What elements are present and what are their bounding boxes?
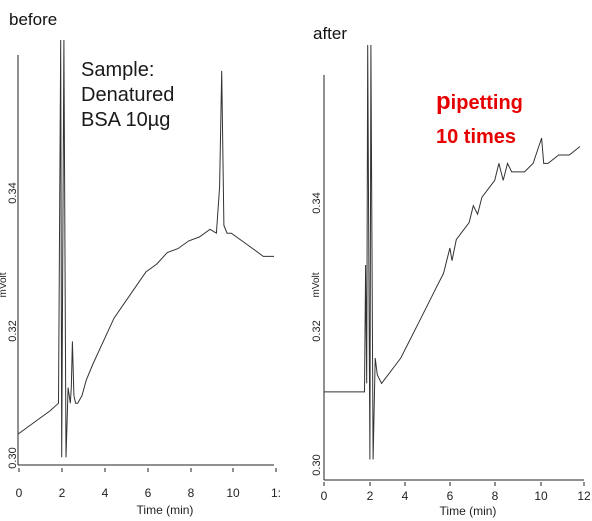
annotation-line: pipetting [436,85,523,120]
panel-title-after: after [313,24,348,43]
x-tick-label: 12 [577,489,591,503]
annotation-line: Denatured [81,84,175,106]
y-tick-label: 0.34 [7,182,19,203]
panel-title-before: before [9,10,58,29]
y-tick-label: 0.30 [7,447,19,468]
x-ticks: 0 2 4 6 8 10 1: [16,468,281,500]
y-ticks: 0.30 0.32 0.34 [311,192,323,475]
y-tick-label: 0.34 [311,192,323,213]
y-axis-label: mVolt [0,272,9,297]
x-tick-label: 2 [367,489,374,503]
annotation-line: BSA 10µg [81,109,171,131]
x-tick-label: 8 [188,486,195,500]
series-line [324,44,581,460]
annotation-line: 10 times [436,126,517,148]
y-ticks: 0.30 0.32 0.34 [7,182,19,468]
x-tick-label: 6 [447,489,454,503]
x-tick-label: 8 [492,489,499,503]
annotation-line: Sample: [81,59,155,81]
x-tick-label: 2 [59,486,66,500]
y-axis-label: mVolt [311,272,322,297]
annotation-rest: ipetting [450,92,523,114]
x-tick-label: 6 [145,486,152,500]
x-tick-label: 4 [102,486,109,500]
series-line [17,39,274,458]
x-ticks: 0 2 4 6 8 10 12 [321,482,591,503]
x-tick-label: 0 [321,489,328,503]
x-tick-label: 4 [402,489,409,503]
sample-annotation: Sample: Denatured BSA 10µg [81,58,174,133]
x-tick-label: 10 [534,489,548,503]
y-tick-label: 0.32 [7,320,19,341]
annotation-first-letter: p [436,88,451,115]
chart-after: 0 2 4 6 8 10 12 0.30 0.32 0.34 Time (min) mVolt [311,44,591,518]
y-tick-label: 0.32 [311,320,323,341]
chart-before: 0 2 4 6 8 10 1: 0.30 0.32 0.34 Time (min) mVolt [0,39,281,517]
pipetting-annotation: pipetting 10 times [436,85,523,154]
x-tick-label: 0 [16,486,23,500]
y-tick-label: 0.30 [311,454,323,475]
x-tick-label: 1: [271,486,281,500]
x-tick-label: 10 [226,486,240,500]
x-axis-label: Time (min) [440,504,497,518]
x-axis-label: Time (min) [137,503,194,517]
